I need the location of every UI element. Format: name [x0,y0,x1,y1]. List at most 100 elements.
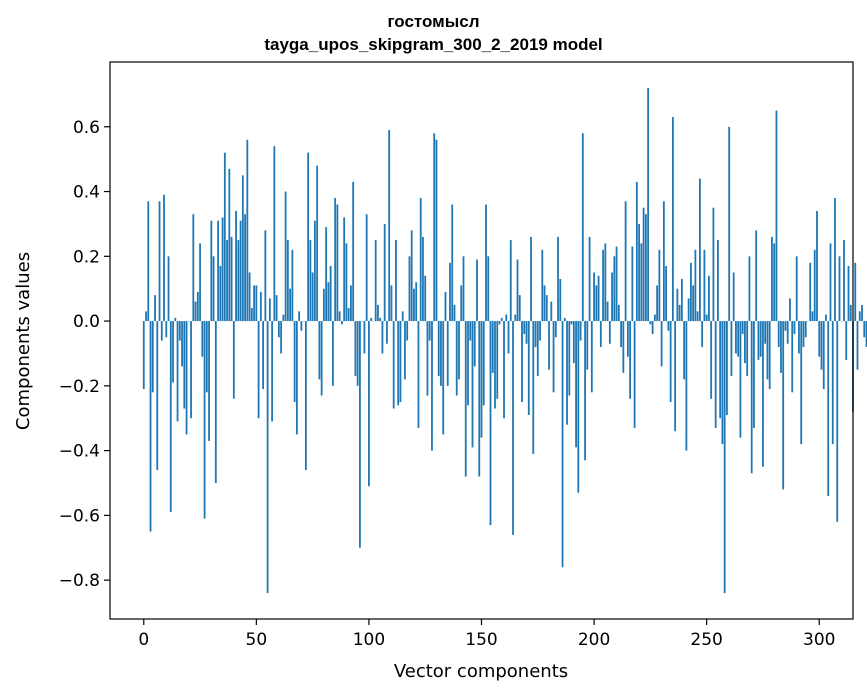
bar-7 [158,201,161,322]
bar-291 [798,321,800,354]
bar-119 [410,230,413,322]
bar-232 [665,266,668,322]
bar-209 [613,256,616,322]
bar-124 [422,236,424,322]
bar-191 [572,321,575,364]
bar-160 [503,321,505,419]
bar-312 [845,321,848,360]
bar-260 [728,126,731,322]
bar-63 [284,191,287,322]
bar-194 [579,321,582,341]
bar-142 [462,256,465,322]
bar-117 [406,321,409,341]
bars-group [142,87,867,594]
bar-24 [196,291,199,322]
bar-42 [237,240,240,322]
bar-110 [390,285,393,322]
bar-134 [444,291,447,322]
bar-277 [766,321,769,380]
bar-208 [611,272,613,322]
bar-253 [712,207,715,322]
bar-76 [313,220,316,322]
bar-304 [827,321,830,496]
bar-298 [813,249,816,322]
bar-114 [399,321,402,403]
x-tick-label: 0 [138,630,149,650]
bar-21 [190,321,192,419]
bar-100 [368,321,370,487]
bar-204 [602,249,604,322]
bar-280 [773,243,776,322]
bar-205 [604,243,607,322]
bar-227 [653,314,656,322]
bar-70 [300,321,303,331]
bar-303 [825,314,827,322]
bar-266 [741,321,744,335]
bar-225 [649,321,652,325]
bar-135 [446,321,449,386]
chart-title: гостомысл [387,12,480,31]
bar-206 [606,301,609,322]
bar-181 [550,301,553,322]
bar-112 [395,240,397,322]
bar-173 [532,321,535,454]
bar-256 [719,321,722,419]
bar-86 [336,204,339,322]
bar-171 [527,321,530,415]
bar-67 [293,321,296,403]
bar-236 [674,321,677,432]
y-tick-label: −0.4 [59,442,100,462]
bar-212 [620,321,622,347]
bar-52 [259,291,262,322]
bar-148 [476,259,478,322]
bar-316 [854,262,857,322]
bar-118 [408,256,411,322]
bar-43 [239,220,242,322]
bar-98 [363,321,366,354]
bar-125 [424,275,427,322]
bar-275 [762,321,764,467]
bar-272 [755,230,758,322]
bar-2 [147,201,150,322]
bar-56 [268,298,271,322]
bar-3 [149,321,152,532]
bar-257 [721,321,724,445]
bar-60 [277,321,280,338]
bar-80 [322,288,325,322]
bar-271 [753,321,755,428]
bar-0 [142,321,145,390]
bar-247 [699,178,701,322]
bar-184 [557,236,559,322]
bar-249 [703,249,706,322]
bar-314 [849,304,852,322]
bar-258 [723,321,726,594]
bar-159 [500,317,503,322]
bar-182 [552,321,555,393]
bar-278 [768,321,771,390]
bar-9 [163,194,165,322]
bar-251 [708,275,710,322]
bar-94 [354,321,357,377]
bar-120 [413,288,415,322]
bar-178 [543,285,546,322]
bar-33 [217,220,219,322]
bar-38 [228,168,231,322]
bar-77 [316,165,319,322]
bar-268 [746,321,749,377]
bar-153 [487,256,490,322]
bar-288 [791,321,794,393]
bar-109 [388,130,391,322]
bar-189 [568,321,571,396]
bar-108 [386,321,388,344]
bar-224 [647,87,650,322]
bar-122 [417,321,420,428]
bar-259 [726,321,728,415]
bar-294 [804,321,807,338]
bar-79 [320,321,323,396]
bar-130 [435,139,438,322]
bar-123 [419,198,422,322]
bar-90 [345,243,348,322]
bar-239 [680,278,683,322]
bar-89 [343,217,346,322]
